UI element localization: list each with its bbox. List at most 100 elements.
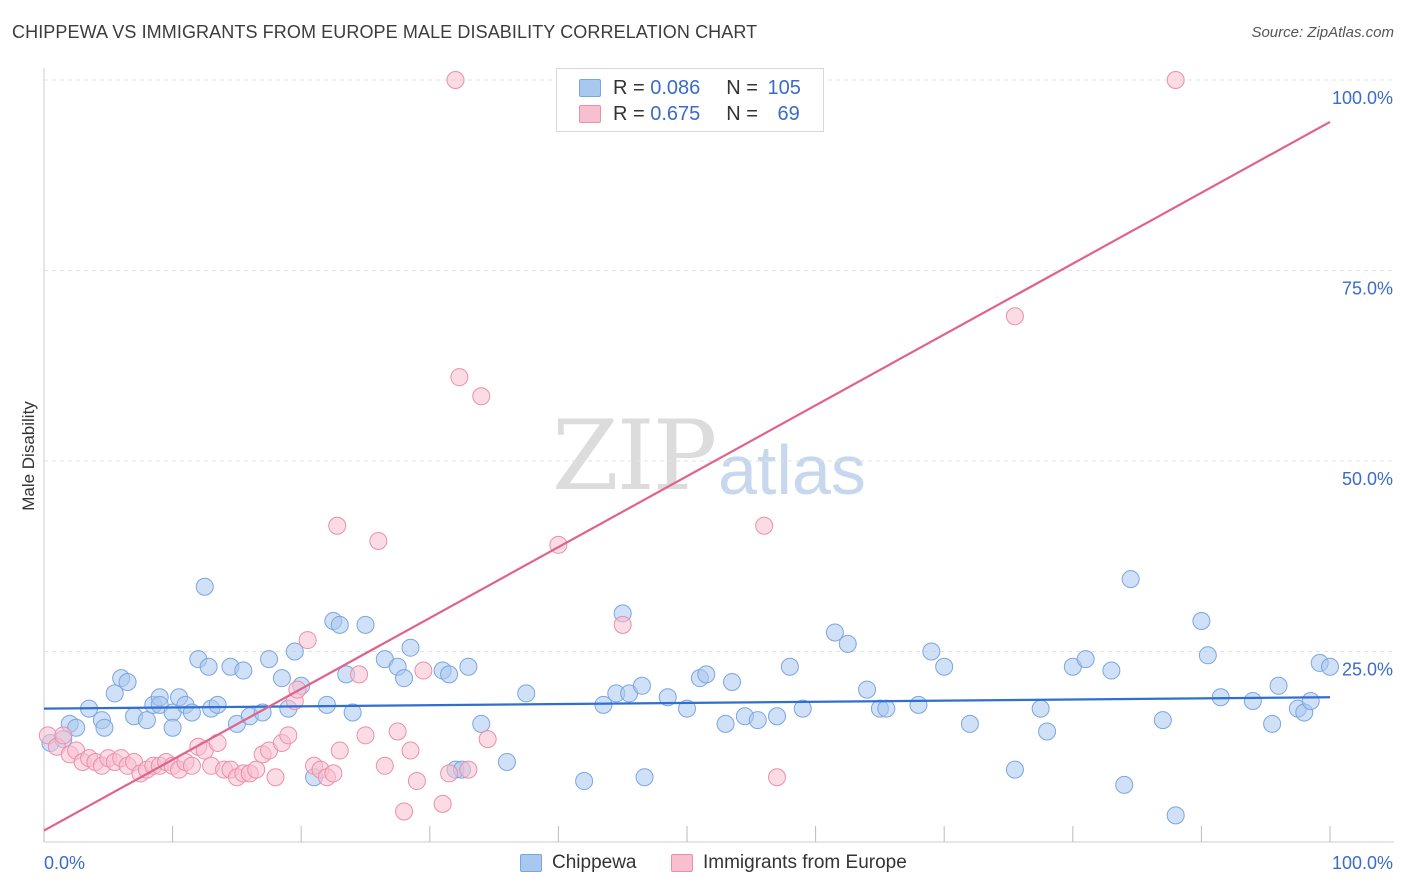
immigrants-point [388,722,407,741]
bottom-legend-immigrants: Immigrants from Europe [671,852,907,874]
chippewa-point [137,711,156,730]
chippewa-point [748,711,767,730]
trend-lines [43,120,1331,832]
immigrants-point [433,794,452,813]
immigrants-point [414,661,433,680]
immigrants-point [324,764,343,783]
legend-swatch-immigrants [579,105,601,123]
legend-n-label: N = [726,76,764,99]
chippewa-point [459,657,478,676]
legend-r-value: 0.675 [650,102,701,125]
chippewa-trend-line [43,696,1331,710]
watermark-zip: ZIP [552,400,717,512]
chippewa-point [1301,692,1320,711]
immigrants-point [613,615,632,634]
immigrants-trend-line [43,120,1331,832]
legend-r-value: 0.086 [650,76,701,99]
chippewa-point [260,650,279,669]
immigrants-point [440,764,459,783]
chippewa-point [472,714,491,733]
immigrants-point [472,387,491,406]
immigrants-point [407,772,426,791]
immigrants-point [395,802,414,821]
legend-n-value: 105 [767,76,801,99]
stats-legend: R = 0.086 N = 105 R = 0.675 N = 69 [556,68,824,132]
chippewa-point [877,699,896,718]
chippewa-point [825,623,844,642]
chippewa-point [1005,760,1024,779]
immigrants-point [1166,71,1185,89]
chippewa-point [960,714,979,733]
legend-swatch-chippewa [579,79,601,97]
watermark-atlas: atlas [718,431,866,509]
chippewa-point [272,669,291,688]
chippewa-point [697,665,716,684]
chippewa-point [1321,657,1339,676]
immigrants-point [459,760,478,779]
chippewa-point [163,718,182,737]
chippewa-point [330,615,349,634]
chippewa-point [632,676,651,695]
immigrants-point [401,741,420,760]
chippewa-point [497,752,516,771]
chippewa-point [575,772,594,791]
chippewa-point [1153,711,1172,730]
immigrants-point [279,726,298,745]
immigrants-point [755,516,774,535]
chippewa-point [118,672,137,691]
immigrants-point [182,756,201,775]
chippewa-point [1076,650,1095,669]
immigrants-point [288,680,307,699]
chippewa-point [838,634,857,653]
chippewa-point [658,688,677,707]
immigrants-point [247,760,266,779]
immigrants-point [298,631,317,650]
chippewa-point [317,695,336,714]
chippewa-point [678,699,696,718]
chippewa-point [395,669,414,688]
immigrants-point [375,756,394,775]
chippewa-point [440,665,459,684]
chippewa-point [780,657,799,676]
bottom-legend-swatch-immigrants [671,854,693,872]
bottom-legend-chippewa: Chippewa [520,852,637,874]
immigrants-point [446,71,465,89]
legend-n-label: N = [726,102,764,125]
chippewa-point [1166,806,1185,825]
chippewa-point [723,672,742,691]
legend-r-label: R = [613,76,651,99]
chippewa-point [105,684,124,703]
chippewa-point [1102,661,1121,680]
chippewa-point [909,695,928,714]
chippewa-point [401,638,420,657]
chippewa-point [635,768,654,787]
chippewa-point [1263,714,1282,733]
legend-n-value: 69 [777,102,800,125]
chippewa-point [1038,722,1057,741]
chippewa-point [1192,612,1211,631]
chippewa-point [1269,676,1288,695]
chippewa-point [1198,646,1217,665]
chart-title: CHIPPEWA VS IMMIGRANTS FROM EUROPE MALE … [12,22,758,42]
y-tick-label: 75.0% [1342,279,1393,299]
legend-row-immigrants: R = 0.675 N = 69 [579,101,800,127]
chippewa-point [768,707,787,726]
chippewa-point [517,684,536,703]
chippewa-point [1031,699,1050,718]
chippewa-point [935,657,954,676]
immigrants-point [54,726,73,745]
immigrants-point [350,665,369,684]
source-label: Source: ZipAtlas.com [1251,24,1394,41]
immigrants-point [768,768,787,787]
chippewa-point [922,642,941,661]
data-points [38,71,1339,825]
immigrants-point [1005,307,1024,326]
chippewa-point [285,642,304,661]
immigrants-point [266,768,285,787]
grid-lines [44,79,1394,652]
chippewa-point [858,680,877,699]
immigrants-point [369,532,388,551]
immigrants-point [478,730,497,749]
bottom-legend-label: Immigrants from Europe [703,852,907,873]
